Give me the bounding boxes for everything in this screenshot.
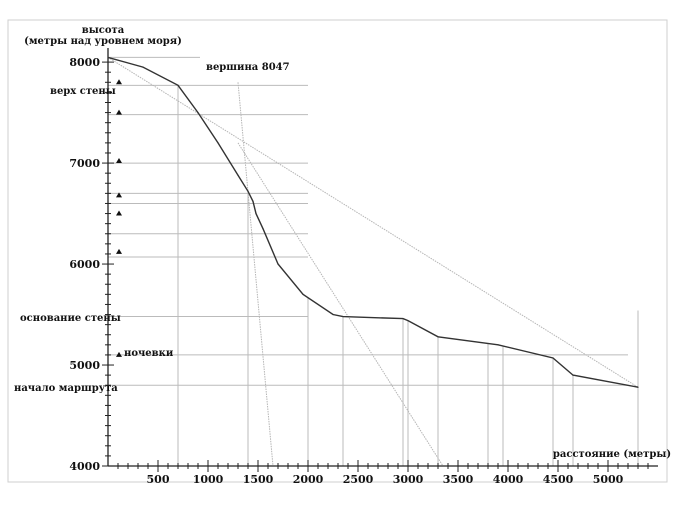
x-tick-label-2000: 2000	[293, 473, 324, 486]
camp-marker-5	[116, 248, 122, 254]
camp-markers	[116, 79, 122, 357]
x-tick-label-3500: 3500	[443, 473, 474, 486]
x-tick-label-4000: 4000	[493, 473, 524, 486]
annotation-camps: ночевки	[124, 348, 174, 359]
y-tick-label-7000: 7000	[69, 157, 100, 170]
y-tick-label-8000: 8000	[69, 56, 100, 69]
camp-marker-2	[116, 158, 122, 164]
x-axis-label: расстояние (метры)	[553, 449, 671, 460]
y-tick-label-4000: 4000	[69, 460, 100, 473]
camp-marker-4	[116, 210, 122, 216]
x-tick-label-5000: 5000	[593, 473, 624, 486]
elevation-point-1	[142, 66, 144, 68]
elevation-point-16	[437, 336, 439, 338]
x-tick-label-1000: 1000	[193, 473, 224, 486]
elevation-point-2	[177, 84, 179, 86]
elevation-point-9	[262, 228, 264, 230]
elevation-point-17	[497, 344, 499, 346]
page-border	[7, 19, 668, 483]
elevation-point-14	[402, 317, 404, 320]
annotation-route-start: начало маршрута	[14, 383, 118, 394]
elevation-point-11	[302, 293, 304, 295]
annotation-summit: вершина 8047	[206, 62, 290, 73]
guide-lines	[108, 56, 639, 466]
elevation-point-19	[572, 374, 574, 376]
elevation-point-20	[637, 386, 639, 388]
elevation-point-10	[277, 263, 279, 265]
elevation-point-12	[332, 313, 334, 316]
camp-marker-1	[116, 109, 122, 115]
elevation-point-18	[552, 357, 554, 359]
elevation-point-5	[237, 174, 239, 176]
camp-marker-3	[116, 192, 122, 198]
annotation-wall-top: верх стены	[50, 86, 116, 97]
elevation-point-0	[107, 56, 109, 58]
x-tick-label-500: 500	[147, 473, 170, 486]
y-tick-label-6000: 6000	[69, 258, 100, 271]
annotation-wall-base: основание стены	[20, 313, 121, 324]
x-tick-label-2500: 2500	[343, 473, 374, 486]
gradient-line-2	[237, 142, 444, 467]
elevation-point-13	[342, 315, 344, 318]
x-tick-label-3000: 3000	[393, 473, 424, 486]
series-layer	[107, 56, 639, 388]
y-tick-label-5000: 5000	[69, 359, 100, 372]
y-axis-label-line1: высота	[82, 25, 125, 36]
elevation-point-4	[217, 142, 219, 144]
camp-marker-0	[116, 79, 122, 85]
y-axis-label-line2: (метры над уровнем моря)	[24, 36, 182, 47]
elevation-point-15	[407, 319, 409, 322]
x-tick-label-1500: 1500	[243, 473, 274, 486]
elevation-point-6	[247, 190, 249, 192]
elevation-point-8	[255, 212, 257, 215]
camp-marker-6	[116, 351, 122, 357]
gradient-line-1	[237, 82, 274, 467]
axes: 4000 5000 6000 7000 8000 500 1000 1500 2000 2500 3…	[69, 48, 658, 486]
gradient-line-0	[107, 56, 639, 388]
gradient-lines	[107, 56, 639, 467]
x-tick-label-4500: 4500	[543, 473, 574, 486]
elevation-point-3	[197, 111, 199, 114]
elevation-point-7	[252, 200, 254, 203]
